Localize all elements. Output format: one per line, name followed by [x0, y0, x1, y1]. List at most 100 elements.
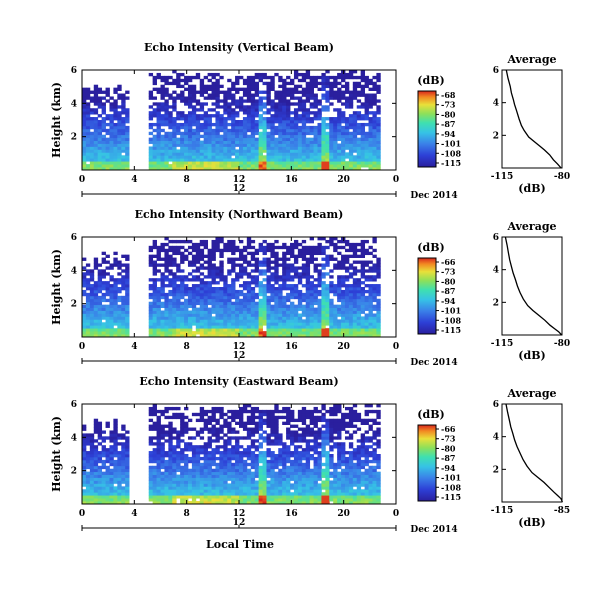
heatmap-cell [372, 254, 377, 258]
heatmap-cell [109, 301, 114, 306]
heatmap-cell [239, 328, 244, 332]
heatmap-cell [278, 263, 283, 267]
heatmap-cell [125, 158, 130, 162]
heatmap-cell [156, 465, 161, 470]
heatmap-cell [168, 131, 173, 136]
heatmap-cell [109, 436, 114, 440]
heatmap-cell [187, 278, 193, 282]
heatmap-cell [184, 456, 189, 461]
heatmap-cell [239, 334, 244, 338]
heatmap-cell [282, 278, 287, 282]
heatmap-cell [199, 254, 205, 258]
heatmap-cell [290, 146, 295, 150]
heatmap-cell [93, 489, 99, 493]
heatmap-cell [246, 322, 252, 326]
heatmap-cell [164, 275, 169, 279]
heatmap-cell [250, 456, 256, 461]
heatmap-cell [376, 131, 381, 136]
heatmap-cell [211, 75, 216, 80]
heatmap-cell [172, 152, 177, 156]
heatmap-cell [109, 448, 114, 452]
heatmap-cell [203, 266, 209, 270]
heatmap-cell [215, 122, 220, 127]
heatmap-cell [164, 295, 169, 300]
heatmap-cell [113, 316, 118, 320]
heatmap-cell [313, 295, 318, 300]
heatmap-cell [282, 108, 287, 112]
heatmap-cell [203, 143, 209, 147]
heatmap-cell [325, 260, 330, 264]
heatmap-cell [223, 117, 228, 121]
heatmap-cell [160, 96, 165, 100]
heatmap-cell [364, 161, 369, 165]
heatmap-cell [156, 322, 161, 326]
heatmap-cell [93, 316, 99, 320]
heatmap-cell [180, 421, 185, 425]
heatmap-cell [352, 75, 358, 80]
heatmap-cell [313, 245, 318, 250]
heatmap-cell [156, 167, 161, 171]
heatmap-cell [254, 90, 260, 94]
heatmap-cell [93, 128, 99, 133]
heatmap-cell [231, 81, 236, 86]
heatmap-cell [191, 412, 197, 417]
heatmap-cell [348, 242, 354, 247]
heatmap-cell [258, 427, 263, 431]
heatmap-cell [195, 483, 201, 487]
heatmap-cell [152, 483, 157, 487]
heatmap-cell [223, 316, 228, 320]
heatmap-cell [258, 424, 263, 428]
heatmap-cell [215, 81, 220, 86]
heatmap-cell [266, 325, 271, 329]
heatmap-cell [191, 242, 197, 247]
heatmap-cell [305, 90, 311, 94]
heatmap-cell [219, 122, 224, 127]
heatmap-cell [337, 108, 342, 112]
heatmap-cell [239, 149, 244, 153]
heatmap-cell [187, 501, 193, 505]
heatmap-cell [356, 313, 362, 317]
heatmap-cell [352, 334, 358, 338]
heatmap-cell [117, 477, 122, 481]
heatmap-cell [360, 319, 366, 323]
heatmap-cell [89, 322, 95, 326]
heatmap-cell [219, 239, 224, 244]
heatmap-cell [337, 93, 342, 97]
heatmap-cell [168, 334, 173, 338]
heatmap-cell [101, 117, 106, 121]
heatmap-cell [360, 310, 366, 314]
heatmap-cell [191, 495, 197, 499]
heatmap-cell [246, 409, 252, 414]
heatmap-cell [101, 287, 106, 291]
heatmap-cell [266, 134, 271, 139]
heatmap-cell [231, 164, 236, 168]
heatmap-cell [168, 498, 173, 502]
heatmap-cell [125, 439, 130, 443]
heatmap-cell [121, 448, 126, 452]
heatmap-cell [348, 99, 354, 103]
heatmap-cell [231, 310, 236, 314]
heatmap-cell [329, 120, 334, 124]
heatmap-cell [278, 307, 283, 311]
heatmap-cell [85, 298, 91, 303]
heatmap-cell [176, 480, 181, 484]
heatmap-cell [121, 287, 126, 291]
heatmap-cell [117, 122, 122, 127]
heatmap-cell [274, 424, 279, 428]
heatmap-cell [376, 164, 381, 168]
heatmap-cell [258, 310, 263, 314]
heatmap-cell [121, 486, 126, 490]
heatmap-cell [246, 161, 252, 165]
heatmap-cell [152, 454, 157, 458]
heatmap-cell [215, 128, 220, 133]
heatmap-cell [89, 295, 95, 300]
heatmap-cell [172, 149, 177, 153]
heatmap-cell [270, 334, 275, 338]
heatmap-cell [360, 272, 366, 276]
x-tick-label: 8 [184, 175, 190, 185]
heatmap-cell [325, 307, 330, 311]
heatmap-cell [85, 319, 91, 323]
heatmap-cell [219, 495, 224, 499]
heatmap-cell [105, 465, 110, 470]
heatmap-cell [219, 483, 224, 487]
